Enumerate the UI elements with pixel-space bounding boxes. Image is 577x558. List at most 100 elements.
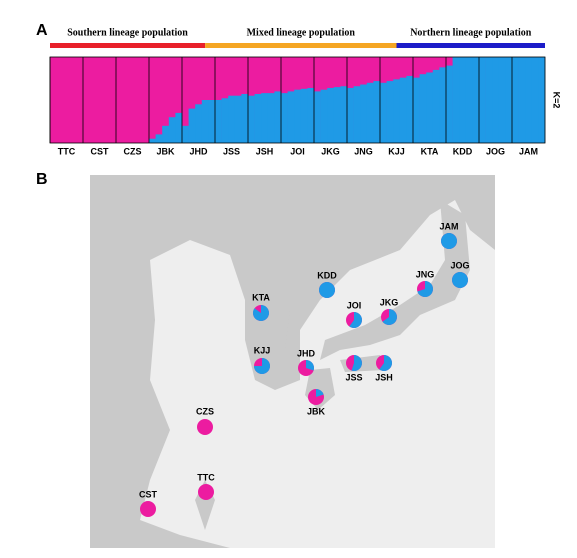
site-label: JSS: [345, 372, 362, 382]
ancestry-bar: [360, 84, 368, 143]
ancestry-bar: [274, 91, 282, 143]
ancestry-bar: [446, 65, 453, 143]
pie-base: [140, 501, 156, 517]
ancestry-bar: [492, 57, 500, 143]
pie-slice: [417, 281, 433, 297]
plot-frame: [49, 56, 546, 144]
ancestry-bar: [413, 77, 420, 143]
ancestry-bar: [518, 57, 526, 143]
population-label: CST: [91, 146, 110, 156]
ancestry-bar: [485, 57, 493, 143]
ancestry-bar: [472, 57, 480, 143]
site-label: JKG: [380, 297, 399, 307]
ancestry-bar: [261, 93, 269, 143]
ancestry-bar: [406, 75, 414, 143]
lineage-bar: [50, 43, 206, 48]
ancestry-bar: [333, 87, 341, 143]
population-label: CZS: [124, 146, 142, 156]
population-label: TTC: [58, 146, 76, 156]
pie-slice: [319, 282, 335, 298]
ancestry-bar: [307, 87, 315, 143]
ancestry-bar: [373, 81, 381, 143]
population-label: JBK: [156, 146, 175, 156]
ancestry-bar: [168, 117, 176, 143]
site-label: JNG: [416, 269, 435, 279]
ancestry-bar: [366, 82, 374, 143]
ancestry-bar: [267, 93, 275, 143]
site-label: KTA: [252, 292, 270, 302]
lineage-label: Northern lineage population: [410, 27, 532, 38]
pie-slice: [254, 358, 270, 374]
population-label: JSS: [223, 146, 240, 156]
site-label: JHD: [297, 348, 316, 358]
site-label: CZS: [196, 406, 214, 416]
panel-label: B: [36, 171, 48, 188]
population-label: JAM: [519, 146, 538, 156]
ancestry-bar: [241, 93, 249, 143]
ancestry-bar: [531, 57, 539, 143]
ancestry-bar: [300, 88, 308, 143]
ancestry-bar: [498, 57, 506, 143]
ancestry-bar: [340, 86, 348, 143]
pie-slice: [452, 272, 468, 288]
ancestry-bar: [432, 69, 440, 143]
site-label: TTC: [197, 472, 215, 482]
ancestry-bar: [182, 125, 189, 143]
population-label: JNG: [354, 146, 373, 156]
ancestry-bar: [201, 100, 209, 143]
ancestry-bar: [149, 138, 156, 143]
pie-slice: [349, 312, 362, 329]
site-label: KDD: [317, 270, 337, 280]
ancestry-bar: [353, 86, 361, 143]
ancestry-bar: [459, 57, 467, 143]
pie-slice: [253, 305, 269, 321]
pie-slice: [441, 233, 457, 249]
pie-slice: [306, 360, 314, 371]
ancestry-bar: [175, 112, 183, 143]
lineage-label: Mixed lineage population: [247, 27, 356, 38]
ancestry-bar: [208, 100, 216, 143]
population-label: JOG: [486, 146, 505, 156]
pie-base: [198, 484, 214, 500]
ancestry-bar: [228, 95, 236, 143]
site-label: JBK: [307, 406, 326, 416]
lineage-label: Southern lineage population: [67, 27, 188, 38]
ancestry-bar: [505, 57, 513, 143]
ancestry-bar: [465, 57, 473, 143]
ancestry-bar: [248, 95, 255, 143]
ancestry-bar: [294, 89, 302, 143]
ancestry-bar: [234, 95, 242, 143]
site-label: JOI: [347, 300, 362, 310]
pie-slice: [379, 355, 392, 372]
ancestry-bar: [525, 57, 533, 143]
ancestry-bar: [221, 98, 229, 143]
population-label: JKG: [321, 146, 340, 156]
ancestry-bar: [380, 82, 387, 143]
ancestry-bar: [399, 77, 407, 143]
ancestry-bar: [281, 93, 288, 143]
ancestry-bar: [188, 108, 196, 143]
site-label: CST: [139, 489, 158, 499]
ancestry-bar: [287, 91, 295, 143]
population-label: JHD: [189, 146, 208, 156]
ancestry-bar: [215, 100, 222, 143]
population-label: JOI: [290, 146, 305, 156]
pie-base: [197, 419, 213, 435]
ancestry-bar: [195, 104, 203, 143]
ancestry-bar: [419, 74, 427, 143]
ancestry-bar: [479, 57, 486, 143]
ancestry-bar: [162, 125, 170, 143]
population-label: JSH: [256, 146, 274, 156]
population-label: KJJ: [388, 146, 405, 156]
site-label: JAM: [439, 221, 458, 231]
ancestry-bar: [512, 57, 519, 143]
ancestry-bar: [538, 57, 546, 143]
ancestry-bar: [452, 57, 460, 143]
site-label: JSH: [375, 372, 393, 382]
japan: [320, 200, 470, 360]
ancestry-bar: [254, 93, 262, 143]
ancestry-bar: [426, 72, 434, 143]
ancestry-bar: [314, 91, 321, 143]
population-label: KTA: [421, 146, 439, 156]
